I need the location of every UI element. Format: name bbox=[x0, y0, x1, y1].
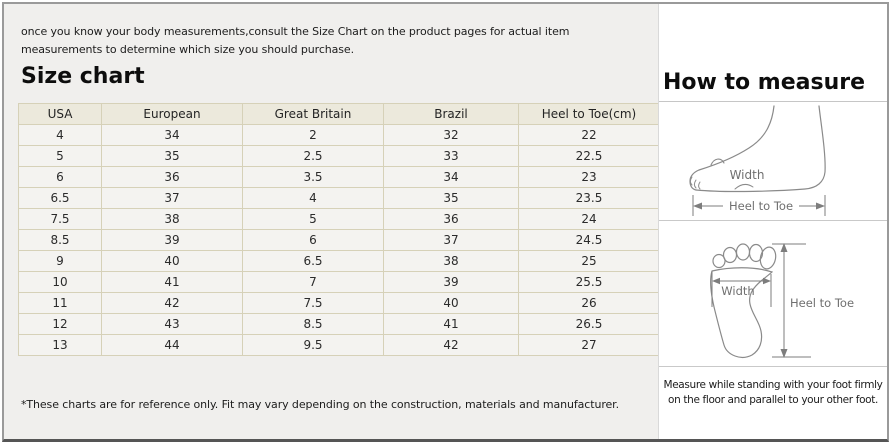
table-row: 6.5 37 4 35 23.5 bbox=[18, 187, 660, 209]
table-cell: 37 bbox=[383, 229, 519, 251]
footprint-illustration: Width Heel to Toe bbox=[709, 243, 854, 358]
table-row: 4 34 2 32 22 bbox=[18, 124, 660, 146]
table-cell: 25 bbox=[518, 250, 660, 272]
table-cell: 5 bbox=[242, 208, 384, 230]
table-cell: 35 bbox=[383, 187, 519, 209]
table-cell: 6.5 bbox=[18, 187, 102, 209]
table-cell: 35 bbox=[101, 145, 243, 167]
table-row: 8.5 39 6 37 24.5 bbox=[18, 229, 660, 251]
table-cell: 7.5 bbox=[242, 292, 384, 314]
table-cell: 36 bbox=[101, 166, 243, 188]
table-cell: 34 bbox=[101, 124, 243, 146]
size-table: USA European Great Britain Brazil Heel to To… bbox=[18, 103, 660, 356]
table-cell: 34 bbox=[383, 166, 519, 188]
table-cell: 38 bbox=[383, 250, 519, 272]
table-row: 10 41 7 39 25.5 bbox=[18, 271, 660, 293]
table-cell: 5 bbox=[18, 145, 102, 167]
table-cell: 23.5 bbox=[518, 187, 660, 209]
side-heel-to-toe-label: Heel to Toe bbox=[729, 199, 793, 213]
table-cell: 38 bbox=[101, 208, 243, 230]
footnote-text: *These charts are for reference only. Fi… bbox=[21, 398, 619, 411]
table-cell: 10 bbox=[18, 271, 102, 293]
table-cell: 26.5 bbox=[518, 313, 660, 335]
table-cell: 6.5 bbox=[242, 250, 384, 272]
table-cell: 9 bbox=[18, 250, 102, 272]
table-cell: 23 bbox=[518, 166, 660, 188]
table-cell: 26 bbox=[518, 292, 660, 314]
column-header: Brazil bbox=[383, 103, 519, 125]
size-chart-panel: once you know your body measurements,con… bbox=[4, 4, 660, 439]
table-cell: 44 bbox=[101, 334, 243, 356]
table-row: 9 40 6.5 38 25 bbox=[18, 250, 660, 272]
table-cell: 39 bbox=[383, 271, 519, 293]
table-cell: 24 bbox=[518, 208, 660, 230]
table-cell: 25.5 bbox=[518, 271, 660, 293]
table-cell: 2 bbox=[242, 124, 384, 146]
table-cell: 8.5 bbox=[18, 229, 102, 251]
table-cell: 33 bbox=[383, 145, 519, 167]
how-to-measure-header: How to measure bbox=[659, 4, 887, 102]
table-cell: 12 bbox=[18, 313, 102, 335]
table-cell: 22 bbox=[518, 124, 660, 146]
column-header: USA bbox=[18, 103, 102, 125]
table-row: 13 44 9.5 42 27 bbox=[18, 334, 660, 356]
table-row: 11 42 7.5 40 26 bbox=[18, 292, 660, 314]
column-header: European bbox=[101, 103, 243, 125]
footprint-heel-to-toe-label: Heel to Toe bbox=[790, 296, 854, 310]
table-cell: 40 bbox=[101, 250, 243, 272]
table-cell: 24.5 bbox=[518, 229, 660, 251]
table-cell: 42 bbox=[383, 334, 519, 356]
table-cell: 41 bbox=[383, 313, 519, 335]
column-header: Great Britain bbox=[242, 103, 384, 125]
how-to-measure-panel: How to measure bbox=[658, 4, 887, 439]
table-header-row: USA European Great Britain Brazil Heel to To… bbox=[18, 103, 660, 125]
table-cell: 6 bbox=[242, 229, 384, 251]
intro-text: once you know your body measurements,con… bbox=[21, 25, 570, 56]
table-cell: 41 bbox=[101, 271, 243, 293]
size-chart-title: Size chart bbox=[21, 64, 145, 89]
table-row: 7.5 38 5 36 24 bbox=[18, 208, 660, 230]
column-header: Heel to Toe(cm) bbox=[518, 103, 660, 125]
table-cell: 4 bbox=[242, 187, 384, 209]
table-cell: 9.5 bbox=[242, 334, 384, 356]
table-row: 6 36 3.5 34 23 bbox=[18, 166, 660, 188]
table-cell: 39 bbox=[101, 229, 243, 251]
table-cell: 22.5 bbox=[518, 145, 660, 167]
table-row: 12 43 8.5 41 26.5 bbox=[18, 313, 660, 335]
measure-instruction: Measure while standing with your foot fi… bbox=[663, 379, 883, 407]
table-cell: 4 bbox=[18, 124, 102, 146]
table-cell: 32 bbox=[383, 124, 519, 146]
table-cell: 43 bbox=[101, 313, 243, 335]
table-cell: 7.5 bbox=[18, 208, 102, 230]
table-cell: 7 bbox=[242, 271, 384, 293]
footprint-width-label: Width bbox=[721, 284, 754, 298]
table-cell: 2.5 bbox=[242, 145, 384, 167]
table-cell: 37 bbox=[101, 187, 243, 209]
footprint-diagram: Width Heel to Toe bbox=[659, 221, 887, 367]
how-to-measure-title: How to measure bbox=[663, 70, 866, 95]
table-body: 4 34 2 32 22 5 35 2.5 33 22.5 6 36 3.5 34 23 6.5 37 4 35 23… bbox=[18, 124, 660, 356]
table-cell: 40 bbox=[383, 292, 519, 314]
table-cell: 11 bbox=[18, 292, 102, 314]
side-width-label: Width bbox=[730, 168, 765, 182]
table-row: 5 35 2.5 33 22.5 bbox=[18, 145, 660, 167]
table-cell: 6 bbox=[18, 166, 102, 188]
table-cell: 13 bbox=[18, 334, 102, 356]
table-cell: 3.5 bbox=[242, 166, 384, 188]
table-cell: 36 bbox=[383, 208, 519, 230]
table-cell: 42 bbox=[101, 292, 243, 314]
table-cell: 8.5 bbox=[242, 313, 384, 335]
table-cell: 27 bbox=[518, 334, 660, 356]
side-foot-diagram: Width Heel to Toe bbox=[659, 102, 887, 221]
side-foot-illustration: Width Heel to Toe bbox=[689, 105, 826, 216]
